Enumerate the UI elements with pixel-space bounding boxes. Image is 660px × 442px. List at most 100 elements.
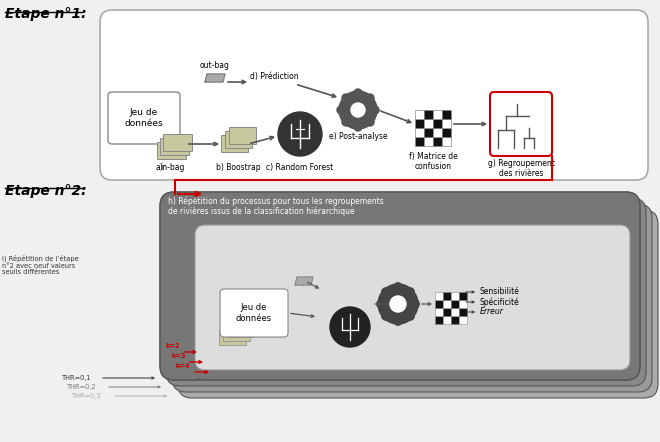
Bar xyxy=(433,119,442,128)
Circle shape xyxy=(278,112,322,156)
Text: a): a) xyxy=(155,163,163,172)
Text: THR=0,3: THR=0,3 xyxy=(72,393,102,399)
Text: b) Boostrap: b) Boostrap xyxy=(216,163,260,172)
Bar xyxy=(459,316,467,324)
Bar xyxy=(442,128,451,137)
Bar xyxy=(433,137,442,146)
Bar xyxy=(451,300,459,308)
Circle shape xyxy=(406,312,414,320)
Bar xyxy=(442,119,451,128)
Text: h) Répétition du processus pour tous les regroupements
de rivières issus de la c: h) Répétition du processus pour tous les… xyxy=(168,196,383,217)
Circle shape xyxy=(381,288,390,296)
FancyBboxPatch shape xyxy=(160,192,640,380)
FancyBboxPatch shape xyxy=(228,321,255,338)
Text: ...: ... xyxy=(196,374,203,380)
Bar xyxy=(435,308,443,316)
FancyBboxPatch shape xyxy=(230,127,257,145)
Circle shape xyxy=(354,89,362,97)
Text: Sensibilité: Sensibilité xyxy=(480,287,520,297)
Bar xyxy=(459,292,467,300)
FancyBboxPatch shape xyxy=(178,210,658,398)
Polygon shape xyxy=(205,74,225,82)
Circle shape xyxy=(330,307,370,347)
Text: g) Regroupement
des rivières: g) Regroupement des rivières xyxy=(488,159,554,179)
FancyBboxPatch shape xyxy=(226,132,253,149)
Circle shape xyxy=(342,94,350,102)
Bar xyxy=(459,308,467,316)
FancyBboxPatch shape xyxy=(158,142,187,160)
Text: i) Répétition de l’étape
n°2 avec neuf valeurs
seuils différentes: i) Répétition de l’étape n°2 avec neuf v… xyxy=(2,254,79,275)
Bar xyxy=(451,308,459,316)
FancyBboxPatch shape xyxy=(220,329,246,346)
Text: THR=0,1: THR=0,1 xyxy=(62,375,92,381)
Text: Jeu de
données: Jeu de données xyxy=(125,108,163,128)
Bar xyxy=(451,292,459,300)
FancyBboxPatch shape xyxy=(224,325,251,342)
Text: out-bag: out-bag xyxy=(200,61,230,70)
Polygon shape xyxy=(295,277,313,285)
Bar xyxy=(443,316,451,324)
Text: d) Prédiction: d) Prédiction xyxy=(250,72,298,80)
Text: Erreur: Erreur xyxy=(480,308,504,316)
Bar xyxy=(435,316,443,324)
Circle shape xyxy=(381,312,390,320)
Circle shape xyxy=(351,103,365,117)
Bar xyxy=(415,119,424,128)
Bar xyxy=(433,110,442,119)
Circle shape xyxy=(366,118,374,126)
Bar xyxy=(459,300,467,308)
Text: Jeu de
données: Jeu de données xyxy=(236,303,272,323)
FancyBboxPatch shape xyxy=(490,92,552,156)
FancyBboxPatch shape xyxy=(164,134,193,152)
Circle shape xyxy=(339,91,377,129)
Circle shape xyxy=(378,284,418,324)
Text: THR=0,2: THR=0,2 xyxy=(67,384,96,390)
Bar xyxy=(415,137,424,146)
Bar xyxy=(424,119,433,128)
Circle shape xyxy=(342,118,350,126)
Bar xyxy=(435,292,443,300)
Bar xyxy=(415,128,424,137)
Text: Etape n°1:: Etape n°1: xyxy=(5,7,86,21)
Circle shape xyxy=(337,106,345,114)
Circle shape xyxy=(377,300,385,308)
FancyBboxPatch shape xyxy=(160,138,189,156)
FancyBboxPatch shape xyxy=(172,204,652,392)
Bar xyxy=(451,316,459,324)
Circle shape xyxy=(411,300,419,308)
Bar xyxy=(424,110,433,119)
Circle shape xyxy=(366,94,374,102)
Circle shape xyxy=(371,106,379,114)
Bar xyxy=(442,110,451,119)
Bar xyxy=(424,137,433,146)
Text: k=2: k=2 xyxy=(166,343,180,349)
Text: k=4: k=4 xyxy=(176,363,191,369)
Text: f) Matrice de
confusion: f) Matrice de confusion xyxy=(409,152,457,171)
Circle shape xyxy=(394,283,402,291)
FancyBboxPatch shape xyxy=(222,136,249,152)
FancyBboxPatch shape xyxy=(195,225,630,370)
Text: k=3: k=3 xyxy=(171,353,185,359)
FancyBboxPatch shape xyxy=(220,289,288,337)
Bar xyxy=(443,308,451,316)
Circle shape xyxy=(406,288,414,296)
FancyBboxPatch shape xyxy=(166,198,646,386)
Circle shape xyxy=(394,317,402,325)
Text: in-bag: in-bag xyxy=(160,163,184,172)
Circle shape xyxy=(354,123,362,131)
FancyBboxPatch shape xyxy=(108,92,180,144)
Text: e) Post-analyse: e) Post-analyse xyxy=(329,132,387,141)
Text: Spécificité: Spécificité xyxy=(480,297,520,307)
Bar xyxy=(435,300,443,308)
Circle shape xyxy=(390,296,406,312)
Bar xyxy=(442,137,451,146)
Bar xyxy=(433,128,442,137)
FancyBboxPatch shape xyxy=(100,10,648,180)
Bar xyxy=(424,128,433,137)
Text: Etape n°2:: Etape n°2: xyxy=(5,184,86,198)
Bar xyxy=(443,292,451,300)
FancyBboxPatch shape xyxy=(160,192,640,380)
Text: c) Random Forest: c) Random Forest xyxy=(267,163,333,172)
Bar xyxy=(443,300,451,308)
Bar xyxy=(415,110,424,119)
